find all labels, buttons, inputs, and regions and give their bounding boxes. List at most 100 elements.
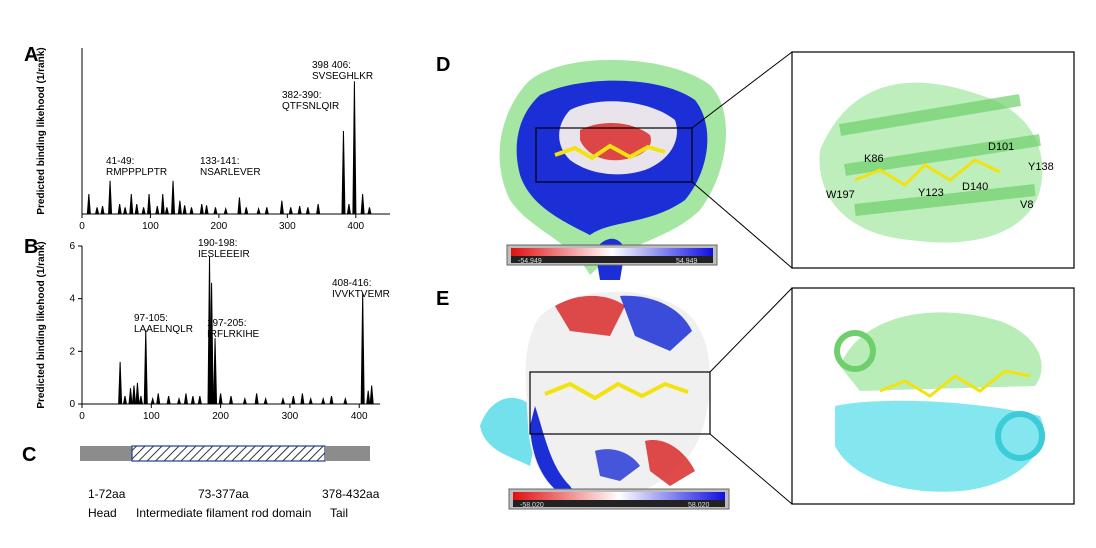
- cartoon-green-e: [834, 312, 1042, 391]
- colorbar-e: -58.020 58.020: [508, 488, 730, 510]
- tail-name-label: Tail: [330, 506, 349, 520]
- ligand-zoom-d: [854, 158, 1001, 187]
- data-peak: [237, 197, 242, 215]
- data-peak: [150, 396, 155, 405]
- data-peak: [297, 205, 302, 215]
- data-peak: [329, 396, 334, 405]
- data-peak: [321, 396, 326, 405]
- data-peak: [143, 330, 148, 405]
- peak-annotation-line: 382-390:: [282, 90, 321, 101]
- residue-d101: D101: [988, 141, 1014, 153]
- data-peak: [254, 393, 259, 405]
- x-tick-label: 100: [143, 411, 160, 422]
- x-tick-label: 0: [79, 411, 85, 422]
- x-tick-label: 400: [347, 221, 364, 232]
- peak-annotation-line: QTFSNLQIR: [282, 101, 339, 112]
- x-tick-label: 300: [279, 221, 296, 232]
- data-peak: [131, 385, 136, 405]
- rod-range-label: 73-377aa: [198, 487, 249, 501]
- data-peak: [117, 203, 122, 215]
- data-peak: [171, 180, 176, 215]
- peak-annotation-line: 190-198:: [198, 238, 237, 249]
- zoom-box-d: [535, 127, 693, 183]
- data-peak: [291, 396, 296, 405]
- data-peak: [367, 207, 372, 215]
- data-peak: [244, 207, 249, 215]
- peak-annotation-line: 97-105:: [134, 313, 168, 324]
- x-tick-label: 400: [351, 411, 368, 422]
- data-peak: [263, 396, 268, 405]
- y-axis-label: Predicted binding likehood (1/rank): [36, 47, 47, 214]
- binding-likelihood-chart-a: 0 100 200 300 400 Predicted binding likehood …: [36, 47, 390, 232]
- residue-w197: W197: [826, 189, 855, 201]
- residue-k86: K86: [864, 153, 884, 165]
- electrostatic-surface-e: [480, 291, 711, 502]
- peak-annotation-line: IESLEEEIR: [198, 249, 250, 260]
- data-peak: [118, 361, 123, 405]
- data-peak: [213, 338, 218, 405]
- peak-annotation: 190-198: IESLEEEIR: [198, 238, 250, 260]
- data-peak: [199, 203, 204, 215]
- peak-annotation: 398 406: SVSEGHLKR: [312, 60, 373, 82]
- peak-annotation-line: IRFLRKIHE: [207, 329, 260, 340]
- peak-annotation-line: 41-49:: [106, 156, 134, 167]
- tail-segment: [325, 446, 370, 461]
- data-peak: [166, 396, 171, 405]
- data-peak: [360, 194, 365, 215]
- data-peak: [138, 396, 143, 405]
- y-tick-label: 2: [69, 346, 75, 357]
- data-peak: [123, 207, 128, 215]
- data-peak: [352, 81, 357, 215]
- data-peak: [346, 203, 351, 215]
- data-peak: [229, 396, 233, 405]
- peak-annotation-line: NSARLEVER: [200, 167, 261, 178]
- ligand-d: [554, 143, 666, 161]
- data-peak: [155, 205, 160, 215]
- residue-y138: Y138: [1028, 161, 1054, 173]
- data-peak: [135, 382, 140, 405]
- peak-annotation-line: 408-416:: [332, 278, 371, 289]
- panel-letter-a: A: [24, 44, 39, 66]
- data-peak: [223, 206, 228, 215]
- cartoon-green-d: [819, 82, 1043, 243]
- colorbar-e-min: -58.020: [520, 502, 544, 509]
- ligand-zoom-e: [879, 369, 1031, 398]
- panel-letter-c: C: [22, 444, 37, 466]
- peak-annotation: 133-141: NSARLEVER: [200, 156, 261, 178]
- data-peak: [213, 207, 218, 215]
- data-peak: [100, 205, 105, 215]
- data-peak: [160, 194, 165, 215]
- x-tick-label: 100: [142, 221, 159, 232]
- peak-annotation-line: 398 406:: [312, 60, 351, 71]
- data-peak: [308, 396, 313, 405]
- data-peak: [300, 393, 305, 405]
- residue-v8: V8: [1020, 199, 1033, 211]
- data-peak: [204, 205, 209, 215]
- data-peak: [156, 393, 161, 405]
- data-peak: [341, 130, 346, 215]
- data-peak: [147, 194, 152, 215]
- panel-letter-d: D: [436, 54, 451, 76]
- data-peak: [264, 207, 269, 215]
- cartoon-cyan-e: [835, 400, 1045, 492]
- data-peak: [134, 203, 139, 215]
- peak-annotation-line: LAAELNQLR: [134, 324, 193, 335]
- data-peak: [190, 396, 195, 405]
- head-segment: [80, 446, 132, 461]
- y-axis-label: Predicted binding likehood (1/rank): [36, 241, 47, 408]
- data-peak: [305, 207, 310, 215]
- data-peak: [189, 207, 194, 215]
- data-peak: [343, 396, 348, 405]
- data-peak: [366, 390, 371, 405]
- data-peak: [256, 206, 261, 215]
- rod-name-label: Intermediate filament rod domain: [136, 506, 312, 520]
- peak-annotation-line: 197-205:: [207, 318, 246, 329]
- x-tick-label: 300: [282, 411, 299, 422]
- colorbar-d-max: 54.949: [676, 258, 698, 265]
- data-peak: [183, 393, 188, 405]
- data-peak: [86, 194, 91, 215]
- data-peak: [197, 396, 202, 405]
- colorbar-d: -54.949 54.949: [506, 244, 718, 266]
- peak-annotation-line: SVSEGHLKR: [312, 71, 373, 82]
- rod-segment: [131, 445, 326, 462]
